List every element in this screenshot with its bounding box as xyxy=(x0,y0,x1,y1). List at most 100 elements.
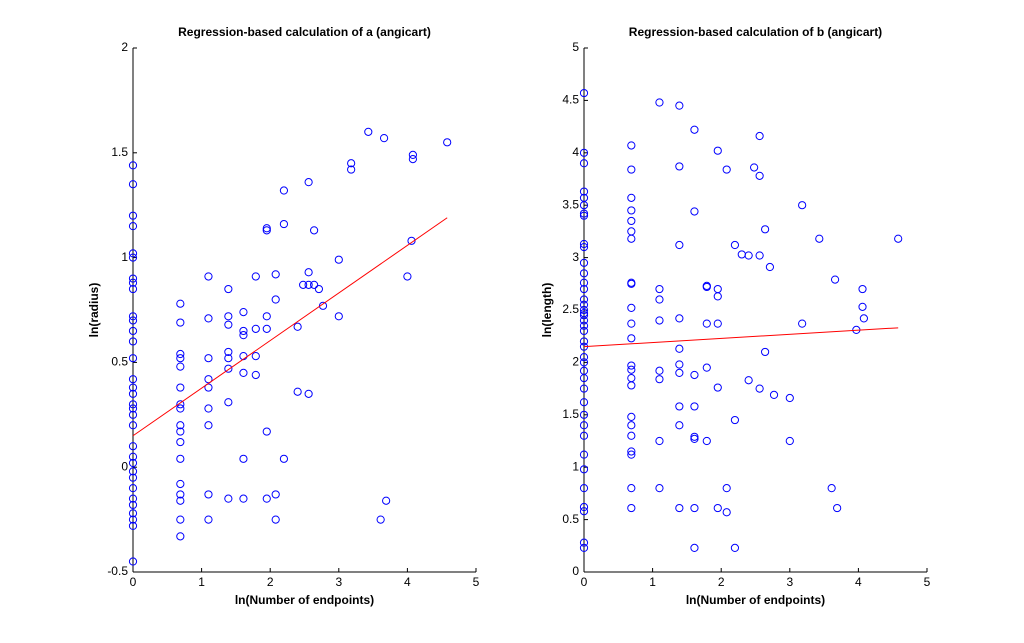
point xyxy=(579,201,589,210)
point xyxy=(655,284,664,294)
point xyxy=(579,353,589,362)
y-tick-label: 0.5 xyxy=(562,512,579,526)
point xyxy=(128,515,138,524)
point xyxy=(579,316,589,325)
point xyxy=(128,337,138,346)
point xyxy=(128,326,138,336)
point xyxy=(204,421,213,430)
point xyxy=(627,319,636,328)
point xyxy=(627,234,636,243)
x-tick-label: 4 xyxy=(855,575,862,589)
point xyxy=(579,384,589,393)
point xyxy=(579,507,589,516)
point xyxy=(176,496,185,505)
point xyxy=(858,302,867,311)
point xyxy=(675,368,684,377)
x-tick-label: 4 xyxy=(404,575,411,589)
point xyxy=(224,284,233,294)
y-tick-label: -0.5 xyxy=(107,564,128,578)
point xyxy=(579,410,589,419)
point xyxy=(176,454,185,463)
point xyxy=(304,268,313,277)
point xyxy=(262,494,271,503)
point xyxy=(627,165,636,174)
point xyxy=(293,322,302,331)
point xyxy=(769,390,779,399)
y-tick-label: 4.5 xyxy=(562,93,579,107)
point xyxy=(239,326,248,336)
point xyxy=(690,402,699,411)
point xyxy=(655,366,664,375)
point xyxy=(627,421,636,430)
point xyxy=(304,178,313,187)
point xyxy=(627,206,636,215)
point xyxy=(176,437,185,447)
point xyxy=(579,269,589,278)
point xyxy=(204,272,213,281)
point xyxy=(833,503,842,513)
x-tick-label: 2 xyxy=(718,575,725,589)
point xyxy=(627,279,636,288)
point xyxy=(128,375,138,384)
y-tick-label: 0 xyxy=(572,564,579,578)
point xyxy=(403,272,412,281)
point xyxy=(128,222,138,231)
point xyxy=(262,224,271,233)
x-tick-label: 1 xyxy=(198,575,205,589)
point xyxy=(815,234,824,243)
point xyxy=(690,432,699,441)
point xyxy=(675,360,684,369)
point xyxy=(176,421,185,430)
point xyxy=(579,465,589,474)
point xyxy=(579,543,589,552)
point xyxy=(224,494,233,503)
y-tick-label: 3.5 xyxy=(562,197,579,211)
point xyxy=(579,502,589,512)
point xyxy=(304,389,313,398)
point xyxy=(310,226,319,235)
point xyxy=(204,314,213,323)
point xyxy=(176,515,185,524)
point xyxy=(271,295,280,304)
x-axis-label: ln(Number of endpoints) xyxy=(235,593,374,607)
x-tick-label: 1 xyxy=(649,575,656,589)
point xyxy=(675,503,684,513)
point xyxy=(761,225,770,234)
point xyxy=(579,159,589,168)
point xyxy=(713,292,722,301)
y-tick-label: 1.5 xyxy=(111,145,128,159)
point xyxy=(755,171,764,180)
point xyxy=(579,211,589,220)
y-tick-label: 1 xyxy=(121,250,128,264)
point xyxy=(627,365,636,374)
x-tick-label: 5 xyxy=(924,575,931,589)
point xyxy=(128,316,138,325)
point xyxy=(755,131,764,141)
point xyxy=(204,375,213,384)
point xyxy=(761,347,770,357)
point xyxy=(128,383,138,392)
point xyxy=(702,436,711,446)
y-tick-label: 4 xyxy=(572,145,579,159)
point xyxy=(675,101,684,110)
point xyxy=(334,255,343,264)
y-tick-label: 1.5 xyxy=(562,407,579,421)
point xyxy=(627,193,636,202)
point xyxy=(655,98,664,107)
point xyxy=(675,421,684,430)
point xyxy=(627,381,636,390)
point xyxy=(627,374,636,383)
point xyxy=(128,557,138,566)
point xyxy=(744,376,753,385)
point xyxy=(128,500,138,510)
y-tick-label: 2 xyxy=(572,355,579,369)
y-tick-label: 1 xyxy=(572,459,579,473)
point xyxy=(702,319,711,328)
point xyxy=(128,421,138,430)
point xyxy=(579,484,589,493)
point xyxy=(128,467,138,476)
point xyxy=(128,284,138,294)
point xyxy=(251,324,260,333)
point xyxy=(128,458,138,468)
point xyxy=(627,141,636,150)
